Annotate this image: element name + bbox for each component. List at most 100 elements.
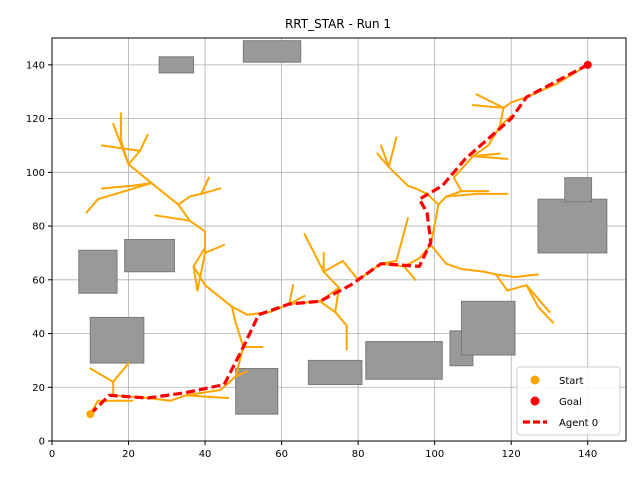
obstacle xyxy=(124,239,175,273)
tree-edge xyxy=(234,370,249,378)
legend-marker xyxy=(530,375,540,385)
agent-path xyxy=(89,63,589,416)
plot-content xyxy=(78,40,608,419)
y-tick-label: 40 xyxy=(32,329,45,340)
tree-edge xyxy=(387,136,398,168)
tree-edge xyxy=(445,190,463,198)
tree-edge xyxy=(154,214,191,222)
obstacle xyxy=(242,40,302,63)
tree-edge xyxy=(376,152,390,168)
tree-edge xyxy=(230,305,249,316)
y-tick-label: 100 xyxy=(26,168,45,179)
tree-edge xyxy=(230,305,237,324)
tree-edge xyxy=(188,219,207,233)
tree-edge xyxy=(445,262,463,271)
legend-box xyxy=(516,366,621,436)
x-tick-label: 0 xyxy=(49,449,55,460)
chart-title: RRT_STAR - Run 1 xyxy=(285,17,391,31)
tree-edge xyxy=(452,176,463,193)
tree-edge xyxy=(514,273,539,279)
tree-edge xyxy=(380,144,390,168)
tree-edge xyxy=(127,149,142,166)
tree-edge xyxy=(471,104,505,109)
tree-edge xyxy=(192,265,207,287)
tree-edge xyxy=(483,270,497,276)
x-tick-label: 40 xyxy=(199,449,212,460)
x-tick-label: 120 xyxy=(502,449,521,460)
tree-edge xyxy=(487,125,501,147)
tree-edge xyxy=(471,147,486,158)
tree-edge xyxy=(184,394,230,400)
tree-edge xyxy=(460,268,486,273)
tree-edge xyxy=(403,265,417,281)
y-tick-label: 20 xyxy=(32,383,45,394)
tree-edge xyxy=(112,122,130,166)
x-tick-label: 20 xyxy=(122,449,135,460)
tree-edge xyxy=(445,192,478,198)
tree-edge xyxy=(437,195,448,206)
tree-edge xyxy=(150,182,180,206)
legend-label: Goal xyxy=(559,397,582,408)
tree-edge xyxy=(536,305,555,324)
x-tick-label: 140 xyxy=(578,449,597,460)
obstacle xyxy=(564,177,593,203)
tree-edge xyxy=(288,284,295,305)
legend-marker xyxy=(530,396,540,406)
tree-edge xyxy=(525,284,551,314)
tree-edge xyxy=(502,101,513,109)
tree-edge xyxy=(196,251,207,292)
tree-edge xyxy=(85,198,99,214)
tree-edge xyxy=(429,243,448,265)
obstacle xyxy=(235,367,279,415)
x-tick-label: 100 xyxy=(425,449,444,460)
tree-edge xyxy=(341,259,360,281)
tree-edge xyxy=(494,273,509,292)
tree-edge xyxy=(414,187,429,195)
tree-edge xyxy=(387,165,409,187)
tree-edge xyxy=(303,233,325,273)
tree-edge xyxy=(494,273,517,279)
tree-edge xyxy=(498,106,505,128)
y-tick-label: 80 xyxy=(32,222,45,233)
legend-label: Agent 0 xyxy=(559,418,598,429)
obstacle xyxy=(365,341,443,380)
tree-edge xyxy=(471,155,509,160)
tree-edge xyxy=(395,217,409,262)
x-tick-label: 60 xyxy=(275,449,288,460)
y-tick-label: 0 xyxy=(39,437,45,448)
obstacle xyxy=(158,56,195,74)
x-tick-label: 80 xyxy=(352,449,365,460)
obstacle xyxy=(89,316,145,364)
tree-edge xyxy=(100,184,134,190)
y-tick-label: 60 xyxy=(32,275,45,286)
tree-edge xyxy=(426,192,440,206)
tree-edge xyxy=(471,152,501,158)
legend: Start Goal Agent 0 xyxy=(516,366,621,436)
tree-edge xyxy=(200,176,210,195)
goal-marker xyxy=(583,60,592,69)
tree-edge xyxy=(96,182,153,201)
tree-edge xyxy=(334,311,348,327)
tree-edge xyxy=(234,345,245,378)
obstacle xyxy=(78,249,118,294)
tree-edge xyxy=(177,203,191,222)
y-tick-label: 140 xyxy=(26,60,45,71)
tree-edge xyxy=(506,284,528,292)
tree-edge xyxy=(204,243,226,254)
tree-edge xyxy=(192,265,199,292)
tree-edge xyxy=(318,300,337,314)
obstacle xyxy=(307,359,363,386)
tree-edge xyxy=(429,203,440,246)
start-marker xyxy=(86,410,95,419)
tree-edge xyxy=(192,246,207,268)
tree-edge xyxy=(234,321,245,348)
tree-edge xyxy=(89,367,115,383)
tree-edge xyxy=(200,187,222,195)
tree-edge xyxy=(452,155,474,179)
obstacle xyxy=(537,198,608,254)
tree-edge xyxy=(184,388,222,397)
tree-edge xyxy=(188,192,203,198)
tree-edge xyxy=(177,195,191,206)
plot-area: 0 20 40 60 80 100 120 140 0 20 40 60 80 100 120 140 xyxy=(26,37,627,460)
